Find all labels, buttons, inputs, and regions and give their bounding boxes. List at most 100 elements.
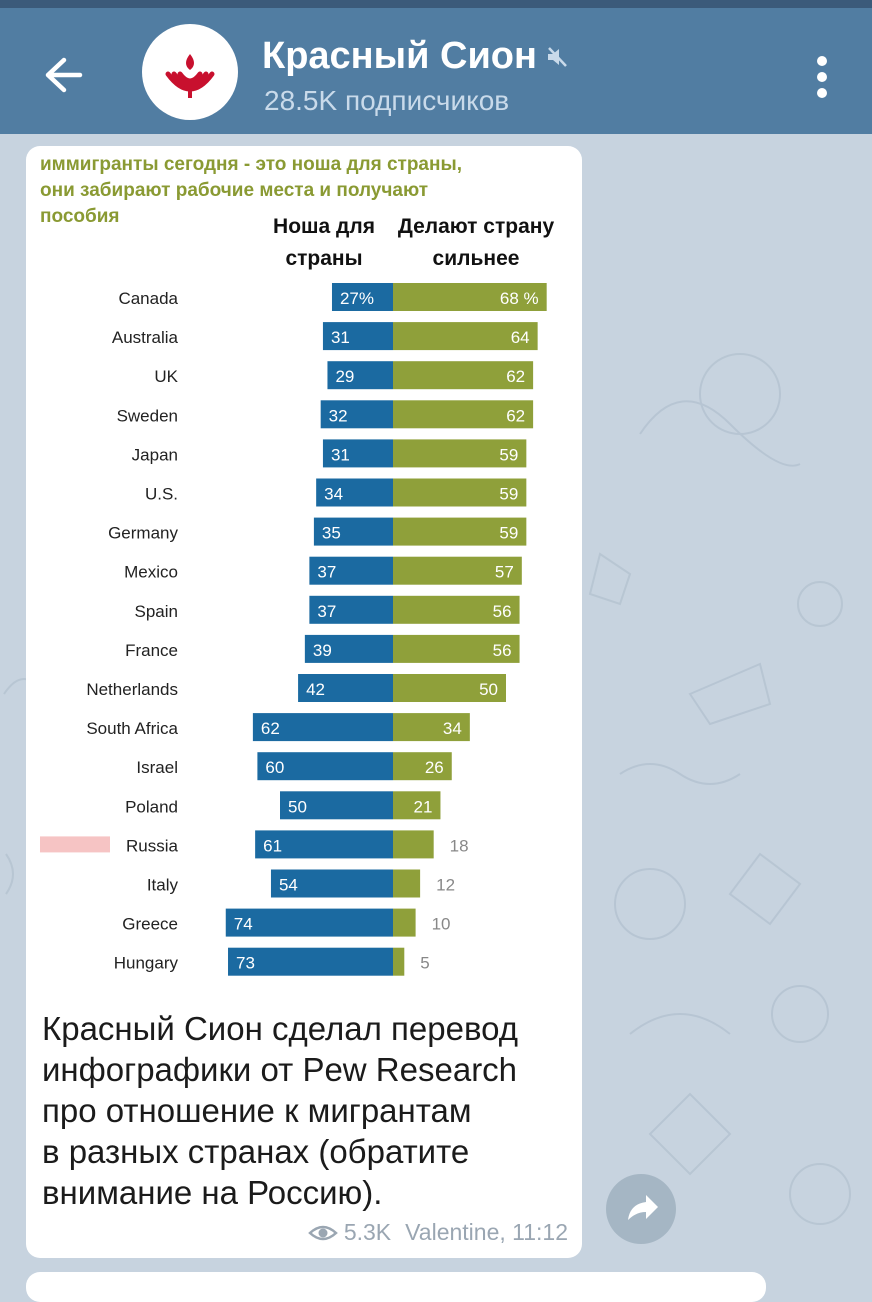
- stronger-value-label: 57: [495, 563, 514, 582]
- stronger-value-label: 34: [443, 719, 462, 738]
- stronger-bar: [393, 908, 416, 937]
- burden-bar: [327, 361, 393, 390]
- country-label: Netherlands: [86, 680, 178, 699]
- burden-value-label: 50: [288, 797, 307, 816]
- stronger-value-label: 10: [432, 915, 451, 934]
- country-label: Hungary: [114, 954, 179, 973]
- burden-bar: [313, 517, 393, 546]
- country-label: Australia: [112, 328, 179, 347]
- burden-value-label: 31: [331, 328, 350, 347]
- burden-bar: [304, 634, 393, 663]
- caption-line: инфографики от Pew Research: [42, 1051, 518, 1088]
- eye-icon: [307, 1225, 338, 1240]
- stronger-value-label: 56: [493, 641, 512, 660]
- stronger-bar: [393, 791, 441, 820]
- muted-speaker-icon: [547, 47, 567, 67]
- back-arrow-icon: [45, 57, 83, 93]
- stronger-bar: [393, 674, 506, 702]
- burden-value-label: 35: [322, 524, 341, 543]
- country-label: Sweden: [117, 406, 178, 425]
- burden-value-label: 54: [279, 876, 298, 895]
- column-header-stronger: сильнее: [433, 247, 520, 270]
- country-label: Israel: [136, 758, 178, 777]
- burden-bar: [322, 322, 393, 351]
- burden-bar: [309, 595, 393, 624]
- burden-value-label: 62: [261, 719, 280, 738]
- country-label: U.S.: [145, 485, 178, 504]
- stronger-bar: [393, 283, 547, 311]
- country-label: Greece: [122, 915, 178, 934]
- country-label: South Africa: [86, 719, 178, 738]
- stronger-value-label: 59: [499, 445, 518, 464]
- menu-dot-icon: [817, 88, 827, 98]
- stronger-value-label: 18: [450, 836, 469, 855]
- menorah-logo-icon: [165, 54, 215, 98]
- infographic-chart[interactable]: иммигранты сегодня - это ноша для страны…: [26, 146, 582, 991]
- burden-value-label: 73: [236, 954, 255, 973]
- channel-avatar[interactable]: [142, 24, 238, 120]
- message-caption: Красный Сион сделал перевод инфографики …: [42, 1008, 572, 1213]
- next-message-bubble: [26, 1272, 766, 1302]
- stronger-bar: [393, 713, 470, 742]
- burden-bar: [331, 283, 393, 311]
- burden-bar: [316, 478, 393, 507]
- burden-bar: [309, 556, 393, 585]
- stronger-bar: [393, 556, 522, 585]
- stronger-bar: [393, 439, 527, 468]
- burden-bar: [298, 674, 393, 702]
- chat-background-pattern: [3, 353, 851, 1225]
- burden-value-label: 34: [324, 485, 343, 504]
- stronger-value-label: 59: [499, 485, 518, 504]
- burden-bar: [322, 439, 393, 468]
- burden-bar: [257, 752, 393, 781]
- column-header-burden: страны: [285, 247, 362, 270]
- share-arrow-icon: [628, 1195, 658, 1220]
- more-menu-button[interactable]: [808, 52, 836, 102]
- stronger-bar: [393, 595, 520, 624]
- country-label: Germany: [108, 524, 178, 543]
- highlight-marker: [40, 836, 110, 853]
- back-button[interactable]: [38, 52, 88, 98]
- burden-value-label: 31: [331, 445, 350, 464]
- view-count: 5.3K: [343, 1219, 392, 1245]
- stronger-bar: [393, 322, 538, 351]
- chart-title-line: иммигранты сегодня - это ноша для страны…: [40, 154, 462, 175]
- column-header-burden: Ноша для: [273, 215, 375, 238]
- author-time: Valentine, 11:12: [405, 1219, 568, 1245]
- status-bar-strip: [0, 0, 872, 8]
- burden-bar: [280, 791, 393, 820]
- country-label: Poland: [125, 797, 178, 816]
- country-label: Mexico: [124, 563, 178, 582]
- country-label: Spain: [135, 602, 178, 621]
- burden-value-label: 74: [234, 915, 253, 934]
- column-header-stronger: Делают страну: [398, 215, 555, 238]
- menu-dot-icon: [817, 72, 827, 82]
- chat-header: Красный Сион 28.5K подписчиков: [0, 8, 872, 134]
- caption-line: про отношение к мигрантам: [42, 1092, 472, 1129]
- share-button[interactable]: [606, 1174, 676, 1244]
- stronger-bar: [393, 947, 405, 976]
- burden-value-label: 61: [263, 836, 282, 855]
- caption-line: в разных странах (обратите: [42, 1133, 470, 1170]
- country-label: Japan: [132, 445, 178, 464]
- burden-value-label: 37: [317, 563, 336, 582]
- stronger-value-label: 59: [499, 524, 518, 543]
- burden-value-label: 42: [306, 680, 325, 699]
- stronger-value-label: 62: [506, 406, 525, 425]
- message-bubble[interactable]: иммигранты сегодня - это ноша для страны…: [26, 146, 582, 1258]
- burden-value-label: 32: [329, 406, 348, 425]
- stronger-value-label: 21: [414, 797, 433, 816]
- stronger-bar: [393, 361, 534, 390]
- burden-value-label: 39: [313, 641, 332, 660]
- stronger-value-label: 26: [425, 758, 444, 777]
- channel-title[interactable]: Красный Сион: [262, 35, 537, 77]
- stronger-value-label: 12: [436, 876, 455, 895]
- stronger-bar: [393, 517, 527, 546]
- country-label: France: [125, 641, 178, 660]
- burden-value-label: 27%: [340, 289, 374, 308]
- chart-title-line: пособия: [40, 206, 120, 227]
- stronger-bar: [393, 830, 434, 859]
- stronger-bar: [393, 634, 520, 663]
- stronger-value-label: 5: [420, 954, 429, 973]
- stronger-value-label: 68 %: [500, 289, 539, 308]
